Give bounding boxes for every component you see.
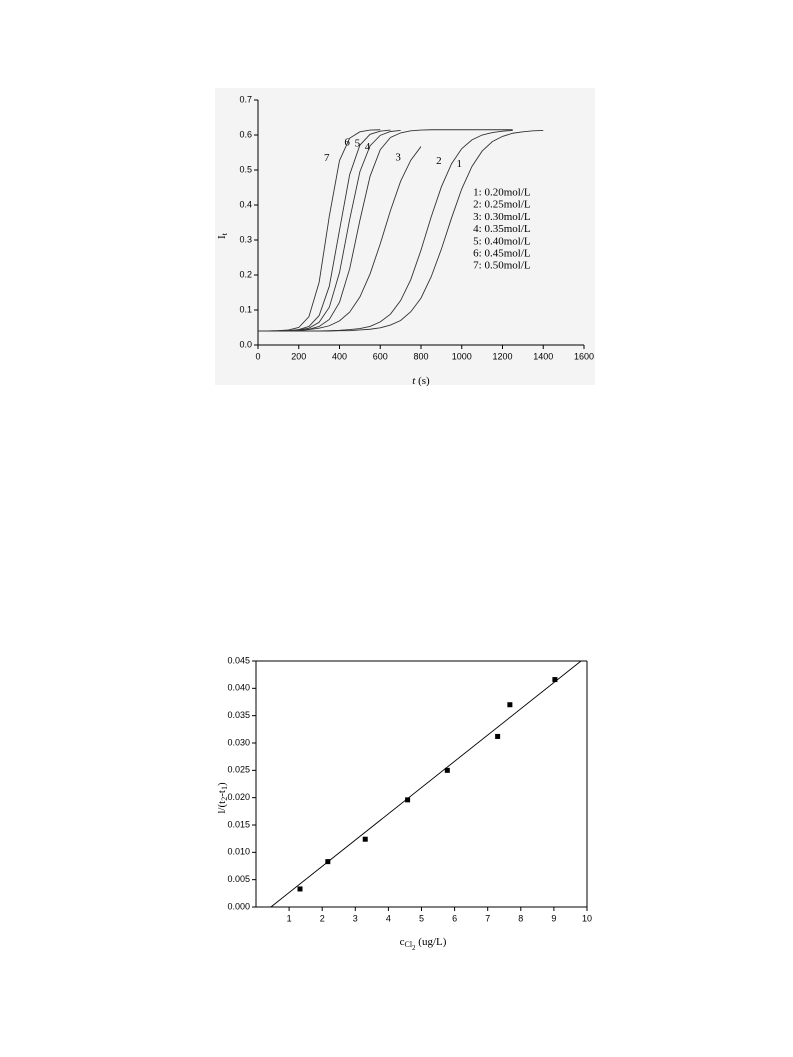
legend-entry: 7: 0.50mol/L	[473, 260, 531, 272]
y-tick-label: 0.030	[227, 737, 250, 747]
y-tick-label: 0.010	[227, 847, 250, 857]
y-tick-label: 0.005	[227, 874, 250, 884]
y-axis-label: It	[216, 232, 229, 239]
y-axis-label-part: )	[216, 782, 228, 786]
y-tick-label: 0.000	[227, 901, 250, 911]
y-tick-label: 0.5	[239, 164, 252, 174]
data-point	[552, 677, 558, 683]
x-tick-label: 8	[518, 913, 523, 923]
y-axis-label-part: l/(t	[216, 801, 228, 814]
curve-label: 4	[365, 141, 371, 153]
x-tick-label: 800	[413, 351, 428, 361]
y-tick-label: 0.0	[239, 339, 252, 349]
x-tick-label: 4	[386, 913, 391, 923]
x-axis-label-part: (ug/L)	[416, 936, 447, 948]
x-tick-label: 3	[353, 913, 358, 923]
data-point	[405, 797, 411, 803]
legend-entry: 2: 0.25mol/L	[473, 199, 531, 211]
y-axis-label-part: -t	[216, 790, 228, 797]
x-tick-label: 9	[551, 913, 556, 923]
plot-background	[215, 88, 595, 385]
y-tick-label: 0.6	[239, 129, 252, 139]
legend-entry: 1: 0.20mol/L	[473, 187, 531, 199]
x-tick-label: 1400	[533, 351, 553, 361]
y-axis-label-part: I	[216, 235, 228, 239]
data-line	[270, 660, 582, 908]
y-tick-label: 0.015	[227, 819, 250, 829]
x-tick-label: 1200	[492, 351, 512, 361]
y-axis-label-part: 2	[220, 797, 229, 801]
y-axis-label-part: 1	[220, 786, 229, 790]
y-axis-label: l/(t2-t1)	[216, 782, 229, 814]
x-axis-label-part: 2	[412, 944, 416, 952]
x-axis-label-part: t	[412, 375, 416, 387]
x-tick-label: 1600	[574, 351, 594, 361]
y-tick-label: 0.4	[239, 199, 252, 209]
y-tick-label: 0.025	[227, 765, 250, 775]
y-tick-label: 0.3	[239, 234, 252, 244]
y-tick-label: 0.045	[227, 655, 250, 665]
curve-label: 7	[324, 152, 330, 164]
data-point	[495, 733, 501, 739]
data-line	[258, 129, 513, 332]
x-tick-label: 400	[332, 351, 347, 361]
curve-label: 1	[456, 158, 462, 170]
legend-entry: 6: 0.45mol/L	[473, 248, 531, 260]
y-tick-label: 0.040	[227, 683, 250, 693]
x-tick-label: 10	[582, 913, 592, 923]
data-point	[444, 767, 450, 773]
legend-entry: 5: 0.40mol/L	[473, 235, 531, 247]
curve-label: 5	[355, 137, 361, 149]
y-tick-label: 0.2	[239, 269, 252, 279]
x-tick-label: 1	[287, 913, 292, 923]
x-axis-label-part: (s)	[415, 375, 430, 387]
data-point	[507, 702, 513, 708]
data-point	[297, 886, 303, 892]
x-tick-label: 5	[419, 913, 424, 923]
y-tick-label: 0.7	[239, 94, 252, 104]
x-tick-label: 6	[452, 913, 457, 923]
x-tick-label: 1000	[452, 351, 472, 361]
x-tick-label: 200	[291, 351, 306, 361]
x-tick-label: 2	[320, 913, 325, 923]
data-line	[258, 130, 513, 332]
curve-label: 3	[395, 152, 401, 164]
data-line	[258, 129, 381, 332]
x-axis-label-part: Cl	[404, 940, 412, 949]
curve-label: 2	[436, 155, 442, 167]
legend-entry: 4: 0.35mol/L	[473, 223, 531, 235]
y-tick-label: 0.020	[227, 792, 250, 802]
y-tick-label: 0.1	[239, 304, 252, 314]
x-axis-label: cCl2 (ug/L)	[400, 936, 447, 952]
x-axis-label-part: c	[400, 936, 405, 948]
legend-entry: 3: 0.30mol/L	[473, 211, 531, 223]
x-axis-label: t (s)	[412, 375, 430, 387]
y-tick-label: 0.035	[227, 710, 250, 720]
x-tick-label: 0	[255, 351, 260, 361]
x-tick-label: 600	[373, 351, 388, 361]
data-point	[362, 836, 368, 842]
x-tick-label: 7	[485, 913, 490, 923]
y-axis-label-part: t	[220, 232, 229, 235]
